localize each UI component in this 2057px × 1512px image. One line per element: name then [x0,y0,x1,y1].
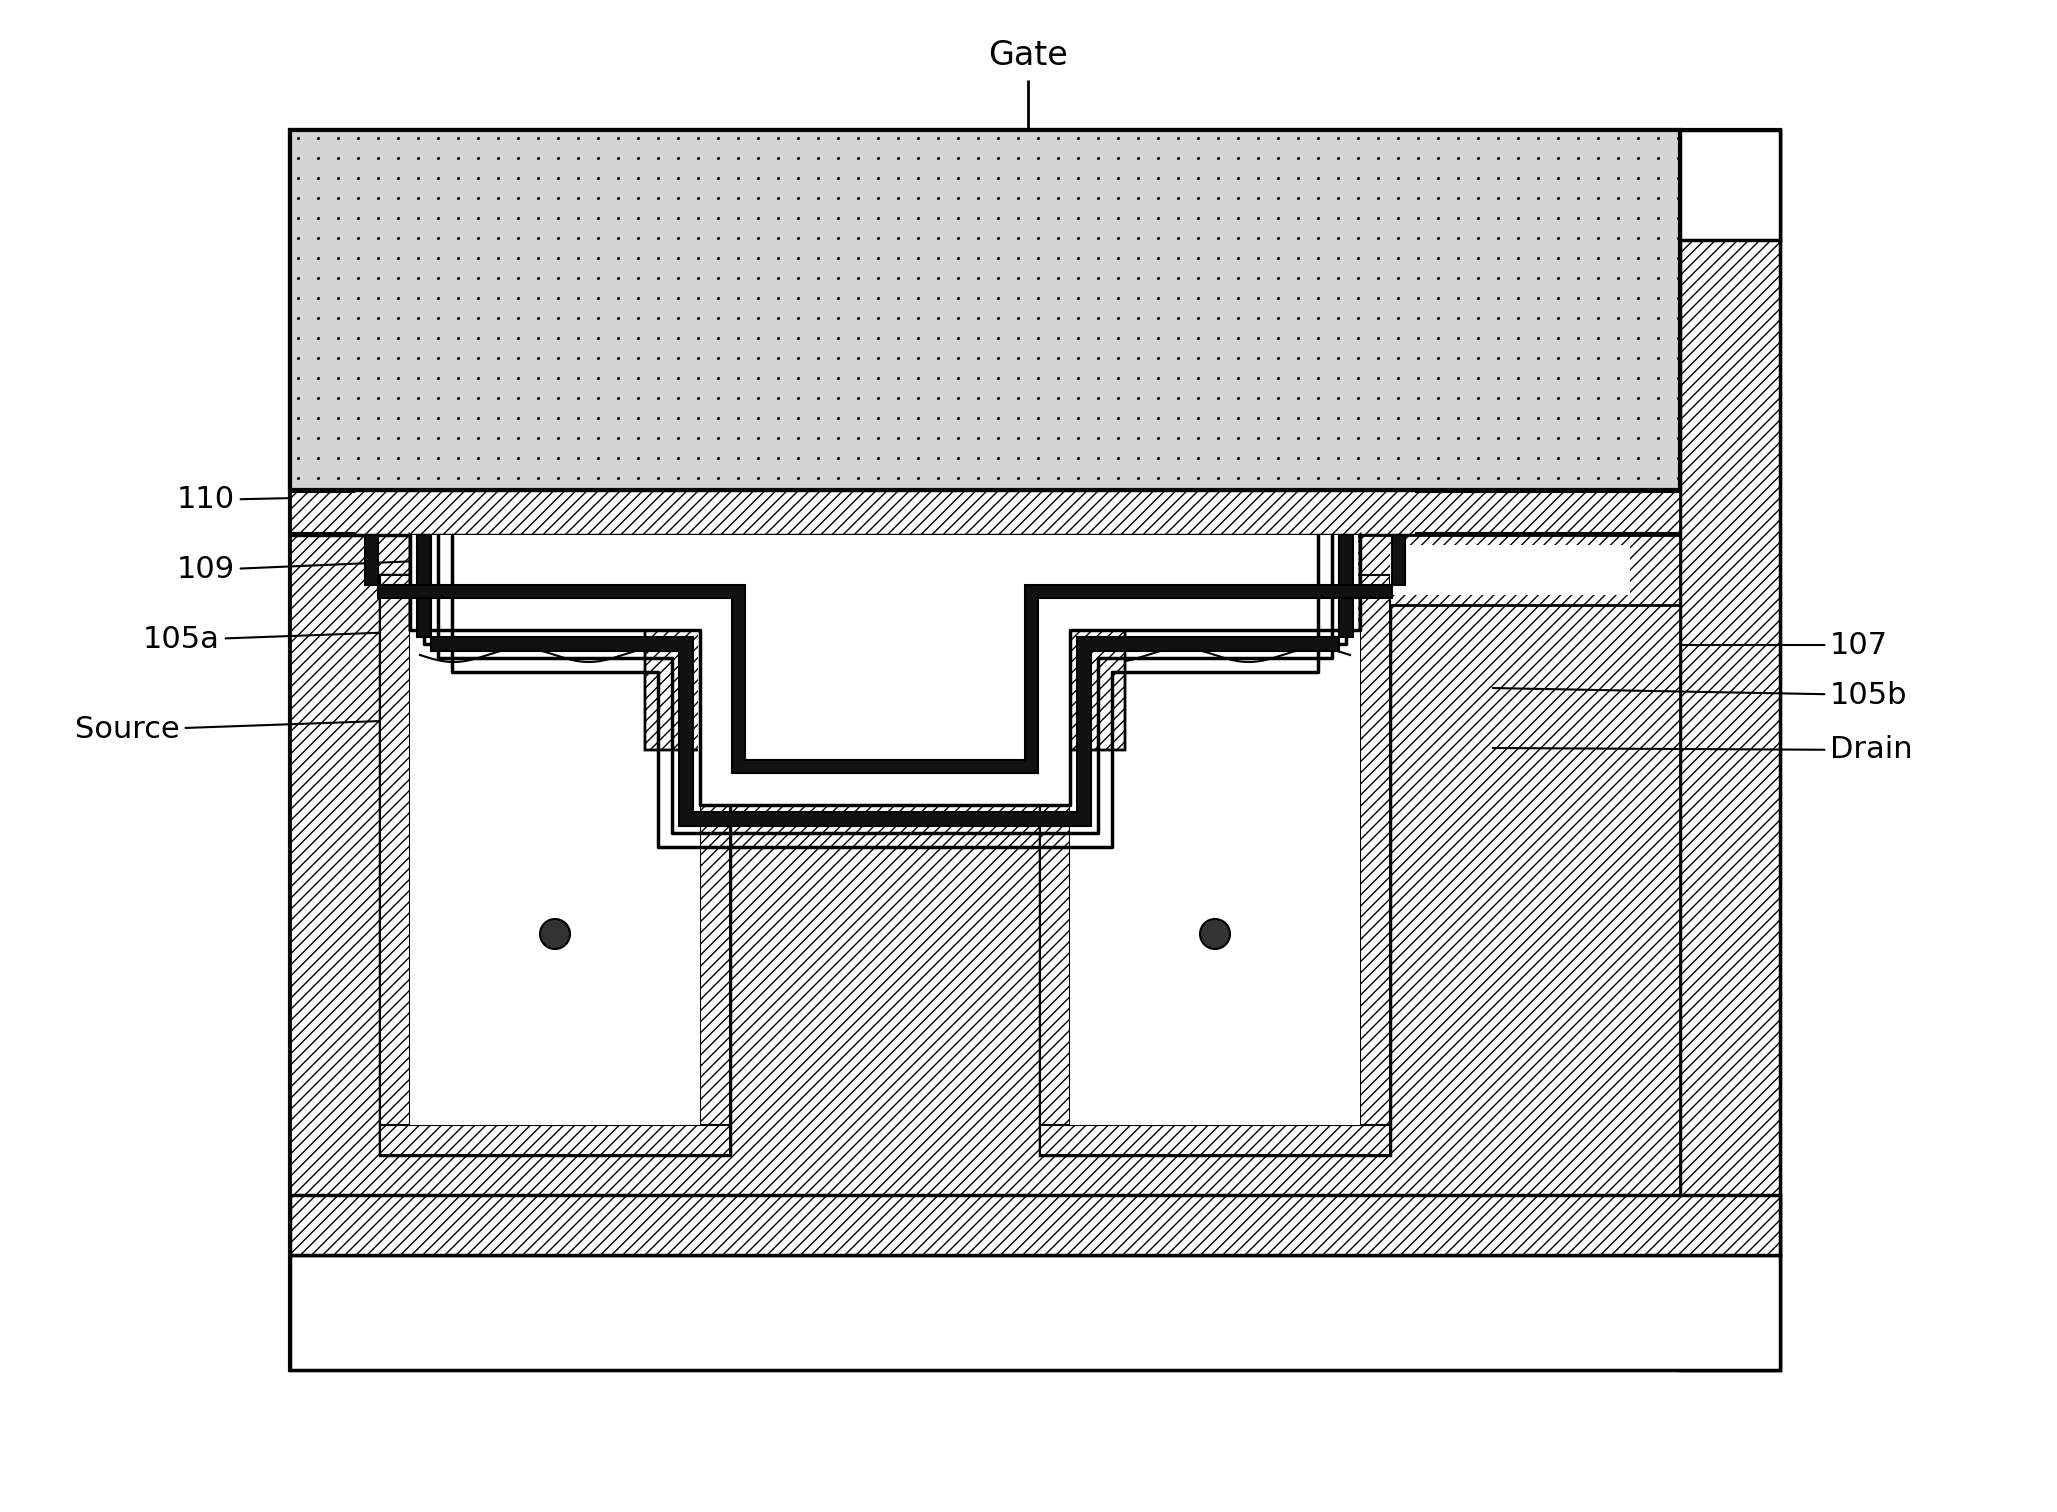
Bar [1360,535,1681,605]
Bar [1391,544,1629,596]
Polygon shape [409,535,1360,804]
Bar [290,130,1681,490]
Bar [1041,575,1070,1155]
Bar [290,130,1681,490]
Bar [1041,575,1391,1155]
Circle shape [541,919,570,950]
Circle shape [1199,919,1230,950]
Text: 110: 110 [177,485,557,514]
Bar [409,575,699,1125]
Bar [1070,575,1360,1125]
Text: 105b: 105b [1493,680,1907,709]
Bar [290,1194,1779,1255]
Bar [290,490,1681,535]
Bar [699,575,730,1155]
Text: 109: 109 [177,555,488,585]
Bar [381,1125,730,1155]
Bar [381,575,409,1155]
Text: Source: Source [76,715,407,744]
Polygon shape [411,535,1358,807]
Polygon shape [364,535,1405,773]
Text: Drain: Drain [1493,735,1913,765]
Bar [1681,130,1779,1370]
Bar [381,575,730,1155]
Bar [1360,575,1391,1155]
Text: Gate: Gate [987,39,1068,73]
Text: 105a: 105a [144,626,397,655]
Bar [1681,130,1779,240]
Text: 107: 107 [1683,631,1888,659]
Bar [1041,1125,1391,1155]
Bar [290,130,1779,1370]
Bar [290,535,1681,1194]
Polygon shape [418,535,1354,826]
Bar [290,1255,1779,1370]
